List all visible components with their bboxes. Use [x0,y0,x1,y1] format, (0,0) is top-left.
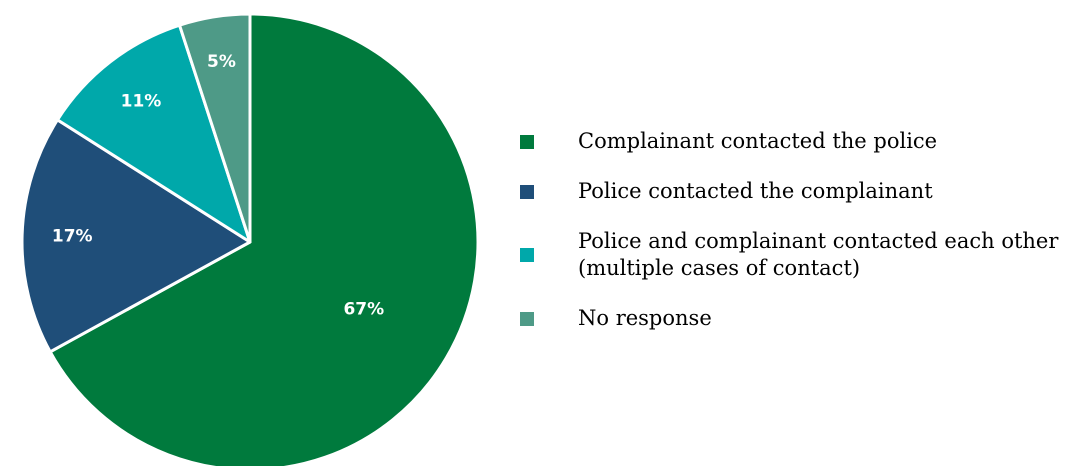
legend-label: Complainant contacted the police [578,128,1080,155]
legend-swatch [520,312,534,326]
legend-swatch [520,135,534,149]
pie-slice-label: 17% [52,226,93,246]
legend-swatch [520,248,534,262]
legend-item-no-response: No response [520,305,1080,332]
pie-slice-label: 5% [207,52,236,72]
legend-label: Police and complainant contacted each ot… [578,228,1080,282]
pie-slice-label: 11% [121,91,162,111]
legend-item-police-contacted-complainant: Police contacted the complainant [520,178,1080,205]
legend: Complainant contacted the police Police … [520,128,1080,355]
legend-item-complainant-contacted-police: Complainant contacted the police [520,128,1080,155]
legend-item-contacted-each-other: Police and complainant contacted each ot… [520,228,1080,282]
pie-slice-label: 67% [343,299,384,319]
legend-label: Police contacted the complainant [578,178,1080,205]
legend-label: No response [578,305,1080,332]
legend-swatch [520,185,534,199]
